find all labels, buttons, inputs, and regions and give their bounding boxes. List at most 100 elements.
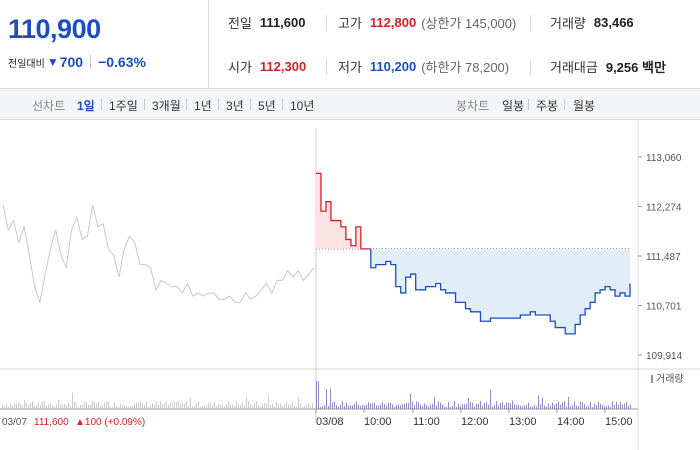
period-tab-1y[interactable]: 1년 bbox=[194, 99, 212, 113]
prev-day-date: 03/07 bbox=[2, 417, 27, 428]
x-tick-label: 15:00 bbox=[605, 416, 633, 428]
volume-bar bbox=[630, 404, 631, 409]
period-tab-1d[interactable]: 1일 bbox=[77, 99, 95, 113]
volume-bar bbox=[120, 404, 121, 409]
volume-bar bbox=[580, 401, 581, 409]
volume-bar bbox=[324, 405, 325, 409]
candle-tab-weekly[interactable]: 주봉 bbox=[536, 99, 559, 113]
volume-bar bbox=[430, 404, 431, 409]
volume-bar bbox=[454, 401, 455, 409]
volume-bar bbox=[398, 404, 399, 409]
volume-bar bbox=[168, 404, 169, 409]
period-tab-3m[interactable]: 3개월 bbox=[152, 99, 181, 113]
volume-bar bbox=[74, 401, 75, 409]
volume-bar bbox=[570, 406, 571, 409]
volume-bar bbox=[470, 401, 471, 409]
volume-bar bbox=[44, 401, 45, 409]
volume-bar bbox=[106, 401, 107, 409]
volume-bar bbox=[58, 399, 59, 409]
change-value: 700 bbox=[59, 54, 84, 70]
volume-bar bbox=[284, 404, 285, 409]
tab-divider bbox=[564, 99, 565, 110]
change-row: 전일대비 ▼ 700 −0.63% bbox=[8, 54, 146, 70]
volume-bar bbox=[98, 402, 99, 409]
volume-bar bbox=[66, 405, 67, 409]
x-tick-label: 11:00 bbox=[413, 416, 440, 428]
volume-bar bbox=[476, 403, 477, 409]
high-value: 112,800 bbox=[369, 14, 417, 30]
volume-bar bbox=[134, 404, 135, 409]
volume-bar bbox=[402, 404, 403, 409]
candle-tab-monthly[interactable]: 월봉 bbox=[573, 99, 596, 113]
turnover-value: 9,256 백만 bbox=[605, 59, 666, 75]
volume-bar bbox=[228, 401, 229, 409]
volume-bar bbox=[364, 405, 365, 409]
volume-bar bbox=[268, 396, 269, 409]
volume-bar bbox=[220, 404, 221, 409]
volume-bar bbox=[426, 404, 427, 409]
volume-bar bbox=[94, 401, 95, 409]
volume-bar bbox=[586, 406, 587, 409]
volume-bar bbox=[132, 406, 133, 409]
volume-bar bbox=[84, 402, 85, 409]
y-tick-label: 111,487 bbox=[646, 252, 681, 263]
volume-bar bbox=[16, 404, 17, 409]
volume-bar bbox=[558, 401, 559, 409]
period-tab-10y[interactable]: 10년 bbox=[290, 99, 315, 113]
volume-bar bbox=[204, 405, 205, 409]
volume-bar bbox=[486, 402, 487, 409]
volume-bar bbox=[534, 405, 535, 409]
volume-bar bbox=[440, 402, 441, 409]
volume-bar bbox=[254, 402, 255, 409]
prev-day-line bbox=[2, 204, 315, 305]
volume-bar bbox=[236, 401, 237, 409]
y-axis: 113,060 112,274 111,487 110,701 109,914 bbox=[638, 153, 683, 362]
volume-bar bbox=[80, 404, 81, 409]
volume-bar bbox=[22, 405, 23, 409]
volume-bar bbox=[292, 401, 293, 409]
volume-bar bbox=[178, 400, 179, 409]
volume-bar bbox=[614, 404, 615, 409]
volume-bar bbox=[200, 406, 201, 409]
volume-bar bbox=[24, 400, 25, 409]
volume-bar bbox=[438, 401, 439, 409]
volume-bar bbox=[338, 406, 339, 409]
volume-bar bbox=[356, 401, 357, 409]
volume-bar bbox=[612, 401, 613, 409]
volume-bar bbox=[420, 404, 421, 409]
volume-bar bbox=[208, 403, 209, 409]
volume-bar bbox=[90, 404, 91, 409]
volume-bar bbox=[318, 381, 319, 409]
period-tab-5y[interactable]: 5년 bbox=[258, 99, 276, 113]
tab-divider bbox=[144, 99, 145, 110]
volume-bar bbox=[310, 405, 311, 409]
volume-bar bbox=[626, 401, 627, 409]
volume-bar bbox=[170, 402, 171, 409]
volume-bar bbox=[380, 404, 381, 409]
volume-bar bbox=[42, 401, 43, 409]
volume-bar bbox=[422, 405, 423, 409]
period-tab-3y[interactable]: 3년 bbox=[226, 99, 244, 113]
volume-bar bbox=[598, 401, 599, 409]
volume-bar bbox=[362, 405, 363, 409]
volume-bar bbox=[456, 406, 457, 409]
volume-bar bbox=[222, 405, 223, 409]
volume-bar bbox=[296, 406, 297, 409]
candle-tab-daily[interactable]: 일봉 bbox=[502, 99, 525, 113]
volume-bar bbox=[290, 404, 291, 409]
low-label: 저가 bbox=[338, 59, 362, 75]
volume-bar bbox=[516, 404, 517, 409]
volume-bar bbox=[272, 403, 273, 409]
volume-bar bbox=[154, 404, 155, 409]
volume-bar bbox=[186, 401, 187, 409]
volume-bar bbox=[258, 404, 259, 409]
period-tab-1w[interactable]: 1주일 bbox=[109, 99, 138, 113]
volume-bar bbox=[282, 406, 283, 409]
volume-bar bbox=[590, 402, 591, 409]
volume-bar bbox=[354, 403, 355, 409]
volume-bar bbox=[462, 404, 463, 409]
volume-bar bbox=[70, 405, 71, 409]
volume-bar bbox=[194, 405, 195, 409]
info-divider bbox=[326, 15, 327, 31]
volume-bar bbox=[528, 402, 529, 409]
